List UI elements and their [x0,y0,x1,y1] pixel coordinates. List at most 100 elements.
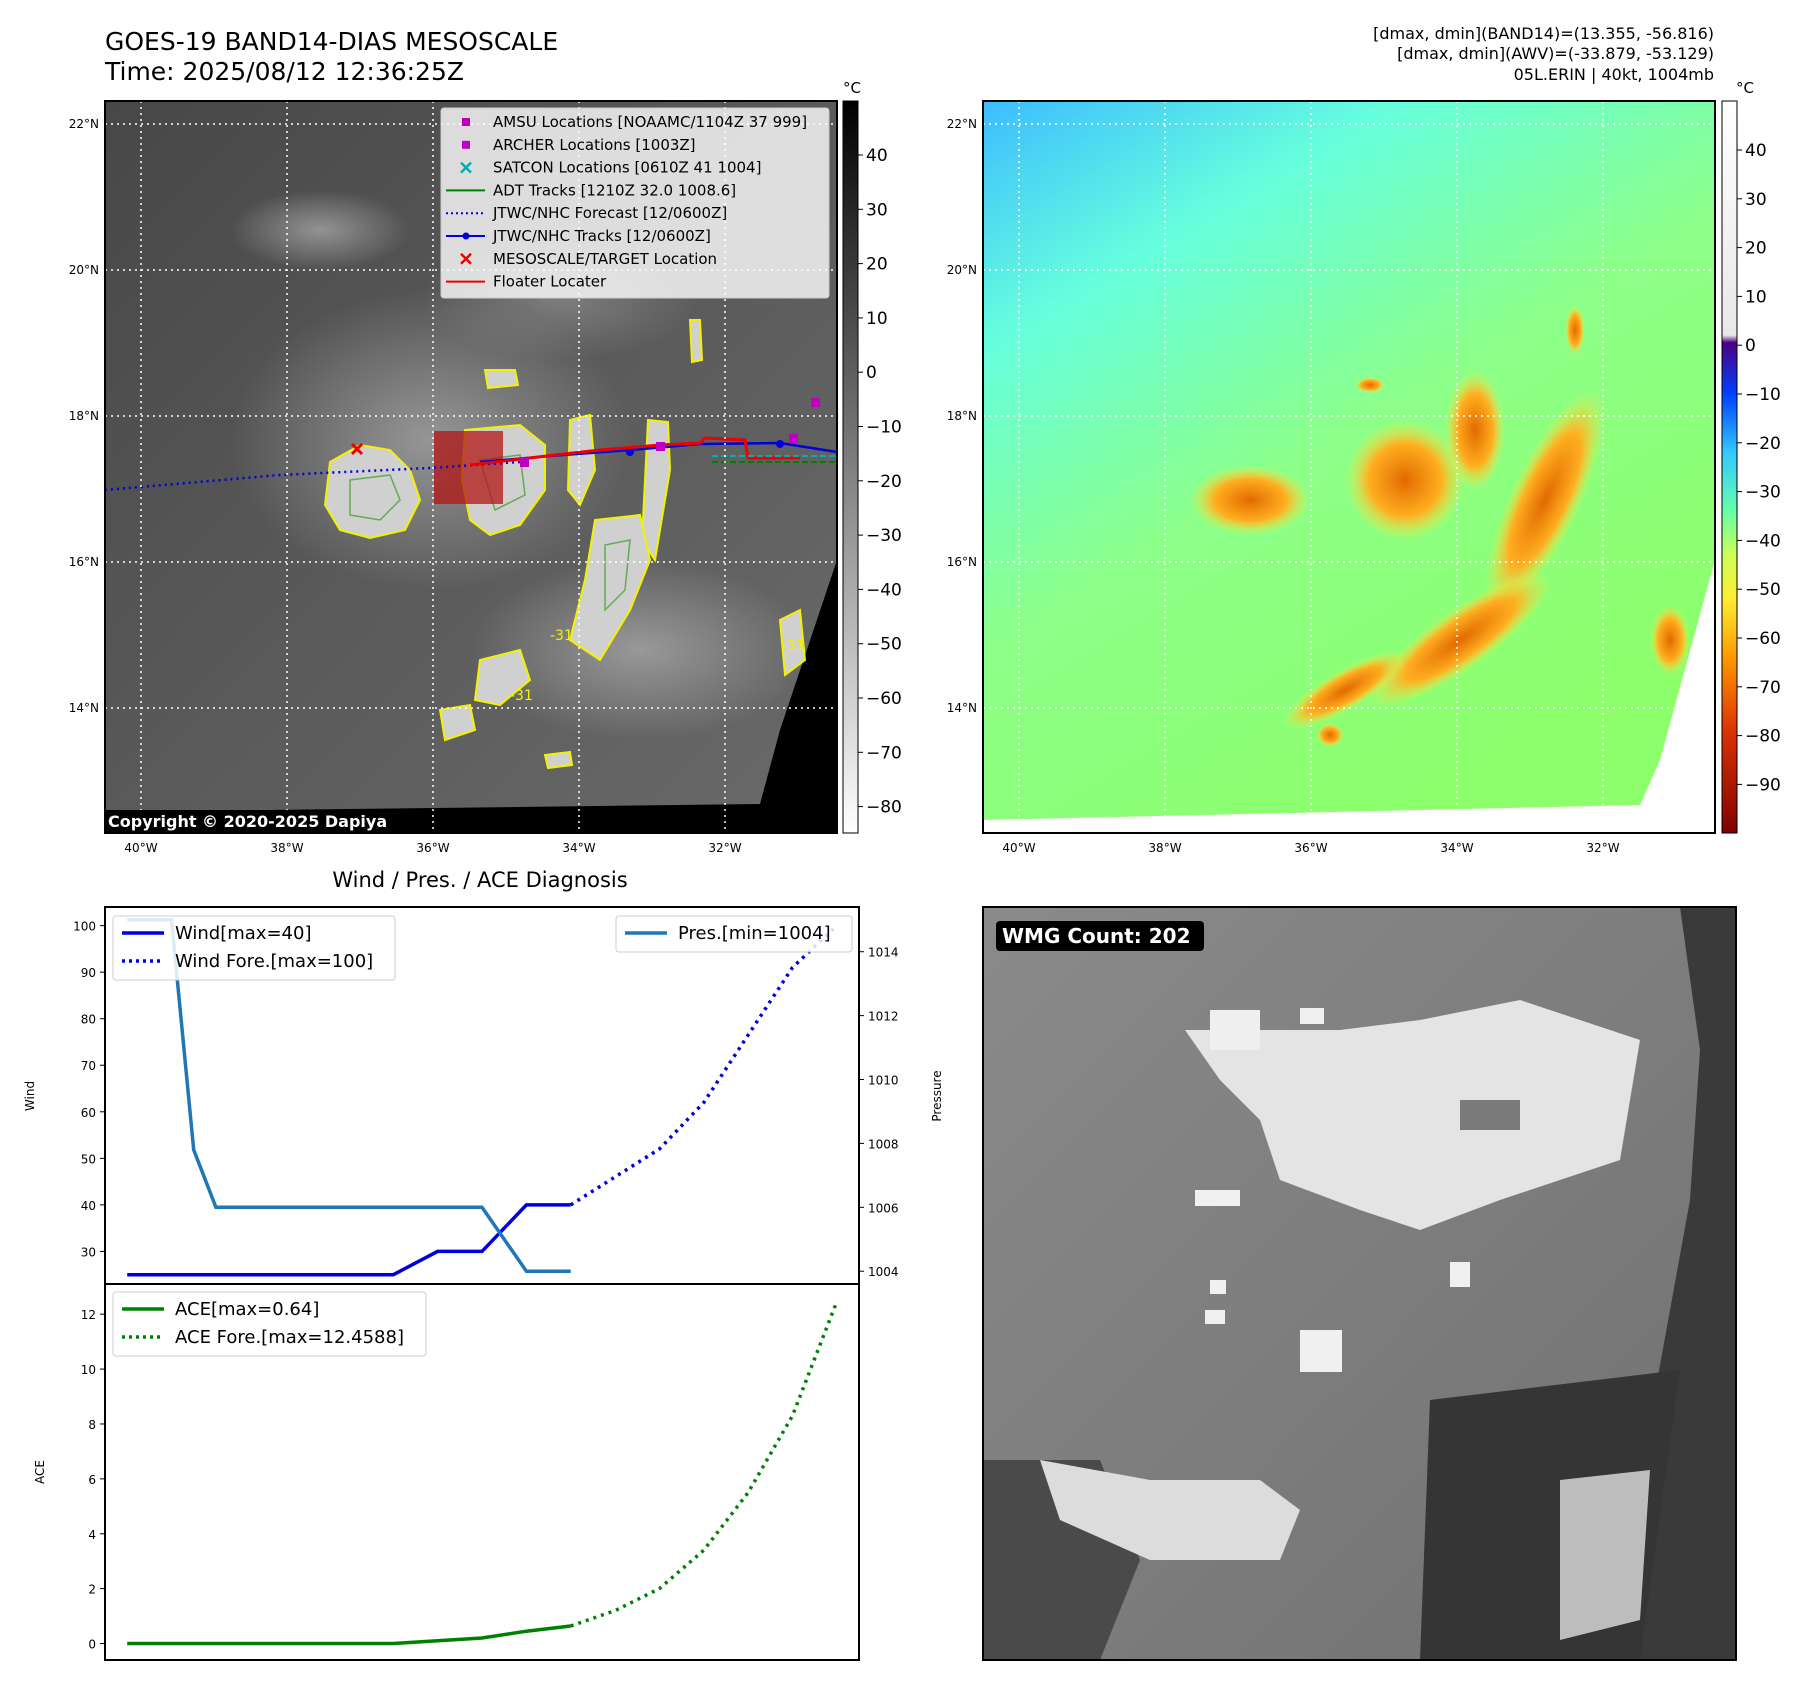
wind-ytick-label: 100 [73,920,96,934]
wv-map-panel: 22°N 20°N 18°N 16°N 14°N 40°W 38°W 36°W 34°W 32°… [947,100,1716,855]
series-line-1 [569,924,839,1207]
wind-ytick-label: 80 [81,1013,96,1027]
map-legend-item: MESOSCALE/TARGET Location [460,250,717,268]
ir-colorbar-tick: −20 [866,472,902,492]
wind-fore-legend-label: Wind Fore.[max=100] [175,951,373,972]
ace-chart: ACE 0 2 4 6 8 10 12 ACE[max=0.64] ACE Fore.[ma… [33,1283,860,1661]
ace-legend-label: ACE[max=0.64] [175,1299,319,1320]
pressure-axis-label: Pressure [930,1070,944,1121]
wind-ytick-label: 50 [81,1152,96,1166]
ir-colorbar-tick: 30 [866,200,888,220]
ir-lat-label: 14°N [69,701,99,715]
ir-map-frame [104,100,838,834]
ace-fore-legend-label: ACE Fore.[max=12.4588] [175,1327,404,1348]
map-legend-item: JTWC/NHC Forecast [12/0600Z] [446,204,727,222]
ace-series-line-0 [127,1624,571,1646]
map-legend: AMSU Locations [NOAAMC/1104Z 37 999] ARCH… [440,107,830,299]
wind-ytick-label: 90 [81,966,96,980]
wv-lon-label: 36°W [1294,841,1327,855]
wv-colorbar-tick: −40 [1745,531,1781,551]
wv-lat-label: 14°N [947,701,977,715]
map-legend-item: Floater Locater [446,273,607,291]
ir-lat-label: 16°N [69,555,99,569]
target-marker [350,442,364,456]
info-band14-range: [dmax, dmin](BAND14)=(13.355, -56.816) [1373,24,1714,43]
map-legend-label: Floater Locater [493,273,607,291]
info-awv-range: [dmax, dmin](AWV)=(-33.879, -53.129) [1397,44,1714,63]
wv-colorbar-tick: 10 [1745,287,1767,307]
wv-colorbar-tick: −50 [1745,580,1781,600]
pressure-legend-label: Pres.[min=1004] [678,923,831,944]
series-line-0 [127,1203,571,1277]
wv-lon-label: 32°W [1586,841,1619,855]
wind-ytick-label: 60 [81,1106,96,1120]
ace-ytick-label: 12 [81,1308,96,1322]
wv-colorbar-tick: −80 [1745,727,1781,747]
ir-colorbar: °C 40 30 20 10 0 −10 −20 −30 −40 −50 −60 −70 −80 [842,79,902,834]
wv-colorbar-tick: −90 [1745,775,1781,795]
ir-colorbar-tick: 0 [866,363,877,383]
wmg-frame [982,906,1737,1661]
ace-ytick-label: 2 [88,1583,96,1597]
ir-lon-label: 40°W [124,841,157,855]
pressure-ytick-label: 1012 [868,1010,899,1024]
wv-map-frame [982,100,1716,834]
ace-ytick-label: 0 [88,1638,96,1652]
map-legend-label: MESOSCALE/TARGET Location [493,250,717,268]
floater-locater-line [469,436,800,467]
pressure-ytick-label: 1006 [868,1201,899,1215]
diagnosis-chart-title: Wind / Pres. / ACE Diagnosis [332,868,627,892]
pressure-ytick-label: 1014 [868,946,899,960]
contour-label-3: -31 [782,638,805,654]
wv-colorbar-tick: 0 [1745,336,1756,356]
wv-lat-label: 16°N [947,555,977,569]
wv-colorbar: °C 40 30 20 10 0 −10 −20 −30 −40 −50 −60 −70 −80 −90 [1721,79,1781,834]
map-legend-label: ARCHER Locations [1003Z] [493,136,696,154]
ir-colorbar-tick: −70 [866,743,902,763]
wv-colorbar-tick: −20 [1745,434,1781,454]
amsu-markers [520,398,820,467]
ir-lon-label: 36°W [416,841,449,855]
wind-pressure-chart: Wind Pressure 30 40 50 60 70 80 90 100 1004 1006… [23,906,944,1285]
wv-colorbar-tick: 40 [1745,141,1767,161]
wind-axis-label: Wind [23,1081,37,1111]
wind-ytick-label: 40 [81,1199,96,1213]
wv-lon-label: 40°W [1002,841,1035,855]
info-storm: 05L.ERIN | 40kt, 1004mb [1514,65,1714,84]
wv-lon-label: 38°W [1148,841,1181,855]
wind-legend-label: Wind[max=40] [175,923,312,944]
map-legend-item: ARCHER Locations [1003Z] [462,136,696,154]
map-legend-label: AMSU Locations [NOAAMC/1104Z 37 999] [493,113,807,131]
wv-lat-label: 20°N [947,263,977,277]
map-legend-item: SATCON Locations [0610Z 41 1004] [460,159,761,177]
map-legend-item: ADT Tracks [1210Z 32.0 1008.6] [446,181,736,199]
ir-lat-label: 22°N [69,117,99,131]
contour-label-2: -31 [510,688,533,704]
wv-colorbar-unit: °C [1736,79,1754,97]
pressure-ytick-label: 1010 [868,1074,899,1088]
pressure-legend: Pres.[min=1004] [615,915,853,953]
wind-ytick-label: 30 [81,1245,96,1259]
figure-title: GOES-19 BAND14-DIAS MESOSCALE [105,27,558,56]
ir-colorbar-tick: −10 [866,418,902,438]
ace-ytick-label: 6 [88,1473,96,1487]
wv-colorbar-tick: −10 [1745,385,1781,405]
ir-colorbar-tick: −40 [866,580,902,600]
wv-lon-label: 34°W [1440,841,1473,855]
ace-ytick-label: 10 [81,1363,96,1377]
wmg-panel: WMG Count: 202 [982,906,1737,1661]
copyright-label: Copyright © 2020-2025 Dapiya [108,812,387,831]
ir-lon-label: 34°W [562,841,595,855]
ir-lat-label: 20°N [69,263,99,277]
ir-colorbar-tick: 10 [866,309,888,329]
ir-colorbar-tick: 20 [866,255,888,275]
figure-time: Time: 2025/08/12 12:36:25Z [104,57,464,86]
ace-ytick-label: 4 [88,1528,96,1542]
ir-colorbar-tick: 40 [866,146,888,166]
map-legend-item: AMSU Locations [NOAAMC/1104Z 37 999] [462,113,807,131]
wind-ytick-label: 70 [81,1059,96,1073]
map-legend-label: ADT Tracks [1210Z 32.0 1008.6] [493,181,736,199]
ir-lon-label: 32°W [708,841,741,855]
ir-colorbar-tick: −60 [866,689,902,709]
